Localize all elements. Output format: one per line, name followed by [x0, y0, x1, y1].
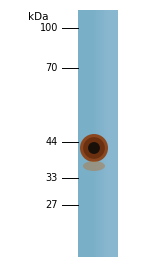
Text: 33: 33 [46, 173, 58, 183]
Bar [94, 10, 118, 257]
Bar [78, 10, 118, 257]
Text: 100: 100 [40, 23, 58, 33]
Bar [104, 10, 118, 257]
Bar [96, 10, 118, 257]
Ellipse shape [83, 161, 105, 171]
Text: 44: 44 [46, 137, 58, 147]
Bar [106, 10, 118, 257]
Bar [98, 10, 118, 257]
Text: 70: 70 [46, 63, 58, 73]
Bar [102, 10, 118, 257]
Bar [108, 10, 118, 257]
Bar [100, 10, 118, 257]
Ellipse shape [88, 142, 100, 154]
Ellipse shape [80, 134, 108, 162]
Ellipse shape [83, 137, 105, 159]
Text: 27: 27 [45, 200, 58, 210]
Text: kDa: kDa [28, 12, 48, 22]
